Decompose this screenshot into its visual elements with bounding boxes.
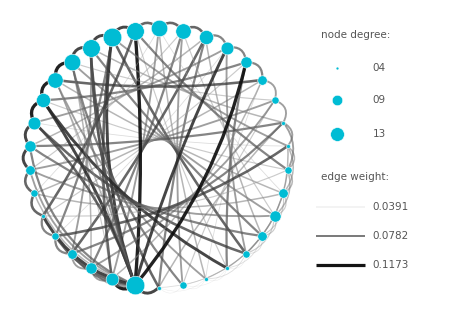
Point — [26, 143, 34, 149]
Point — [223, 265, 231, 270]
Point — [87, 46, 94, 51]
Text: 0.0391: 0.0391 — [373, 202, 409, 212]
Point — [68, 60, 75, 65]
Point — [155, 285, 163, 290]
Point — [258, 77, 266, 82]
Point — [52, 234, 59, 239]
Text: node degree:: node degree: — [321, 30, 391, 40]
Text: 0.1173: 0.1173 — [373, 260, 409, 270]
Point — [131, 28, 139, 33]
Point — [280, 191, 287, 196]
Point — [26, 167, 34, 173]
Point — [87, 265, 94, 270]
Point — [179, 283, 186, 288]
Point — [131, 283, 139, 288]
Point — [108, 276, 116, 281]
Point — [333, 132, 341, 137]
Point — [271, 213, 279, 218]
Point — [108, 35, 116, 40]
Point — [258, 234, 266, 239]
Point — [39, 213, 46, 218]
Point — [284, 167, 292, 173]
Text: 13: 13 — [373, 130, 386, 139]
Point — [333, 97, 341, 102]
Point — [30, 120, 38, 125]
Point — [39, 98, 46, 103]
Point — [68, 251, 75, 256]
Point — [155, 26, 163, 31]
Point — [202, 35, 210, 40]
Point — [202, 276, 210, 281]
Text: 09: 09 — [373, 94, 386, 105]
Text: edge weight:: edge weight: — [321, 172, 389, 182]
Point — [179, 28, 186, 33]
Point — [242, 60, 250, 65]
Point — [271, 98, 279, 103]
Point — [242, 251, 250, 256]
Point — [223, 46, 231, 51]
Point — [30, 191, 38, 196]
Point — [280, 120, 287, 125]
Text: 0.0782: 0.0782 — [373, 231, 409, 241]
Text: 04: 04 — [373, 63, 386, 73]
Point — [284, 143, 292, 149]
Point — [333, 65, 341, 70]
Point — [52, 77, 59, 82]
